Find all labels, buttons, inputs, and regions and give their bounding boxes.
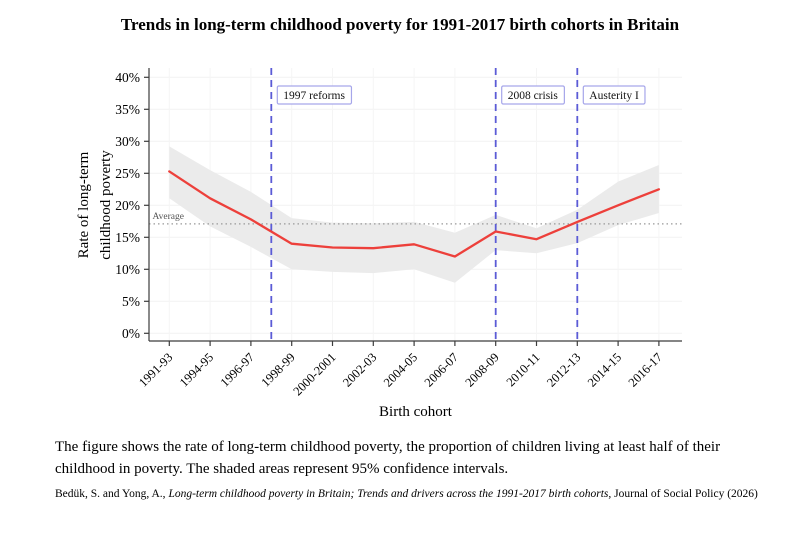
citation-authors: Bedük, S. and Yong, A., [55, 488, 169, 500]
poverty-trend-chart: Average 1997 reforms 2008 crisis Austerity … [76, 68, 682, 420]
event-label: 1997 reforms [283, 90, 345, 102]
x-tick-label: 2016-17 [626, 350, 665, 389]
citation-journal: Journal of Social Policy (2026) [611, 488, 758, 500]
x-tick-label: 2012-13 [544, 350, 583, 389]
x-tick-label: 2004-05 [381, 350, 420, 389]
x-tick-label: 2010-11 [504, 350, 543, 389]
axes [144, 68, 682, 346]
x-tick-label: 1996-97 [218, 350, 257, 389]
citation: Bedük, S. and Yong, A., Long-term childh… [55, 488, 775, 500]
y-tick-label: 10% [115, 262, 140, 277]
x-tick-label: 1994-95 [177, 350, 216, 389]
x-tick-label: 2006-07 [422, 350, 461, 389]
y-tick-label: 25% [115, 166, 140, 181]
event-label: 2008 crisis [508, 90, 559, 102]
figure-caption: The figure shows the rate of long-term c… [55, 436, 765, 480]
average-label: Average [153, 212, 184, 222]
y-axis-title: Rate of long-term [76, 151, 92, 258]
event-label: Austerity I [589, 90, 639, 102]
x-tick-label: 1991-93 [136, 350, 175, 389]
x-tick-label: 2002-03 [340, 350, 379, 389]
trend-line [168, 170, 661, 258]
caption-line-2: childhood in poverty. The shaded areas r… [55, 461, 509, 477]
event-label-box [501, 85, 565, 105]
x-tick-label: 2000-2001 [290, 350, 338, 398]
caption-line-1: The figure shows the rate of long-term c… [55, 439, 721, 455]
x-tick-label: 2008-09 [462, 350, 501, 389]
x-axis-title: Birth cohort [379, 404, 453, 420]
x-tick-label: 2014-15 [585, 350, 624, 389]
confidence-band [169, 146, 659, 283]
y-tick-label: 35% [115, 102, 140, 117]
event-label-box [276, 85, 353, 105]
y-tick-label: 40% [115, 70, 140, 85]
page-title: Trends in long-term childhood poverty fo… [120, 15, 680, 34]
y-axis-title: childhood poverty [98, 150, 114, 260]
y-tick-label: 30% [115, 134, 140, 149]
y-tick-label: 5% [122, 294, 140, 309]
y-tick-label: 20% [115, 198, 140, 213]
y-tick-label: 15% [115, 230, 140, 245]
event-label-box [582, 85, 646, 105]
citation-title: Long-term childhood poverty in Britain; … [168, 488, 612, 500]
y-tick-label: 0% [122, 326, 140, 341]
x-tick-label: 1998-99 [258, 350, 297, 389]
